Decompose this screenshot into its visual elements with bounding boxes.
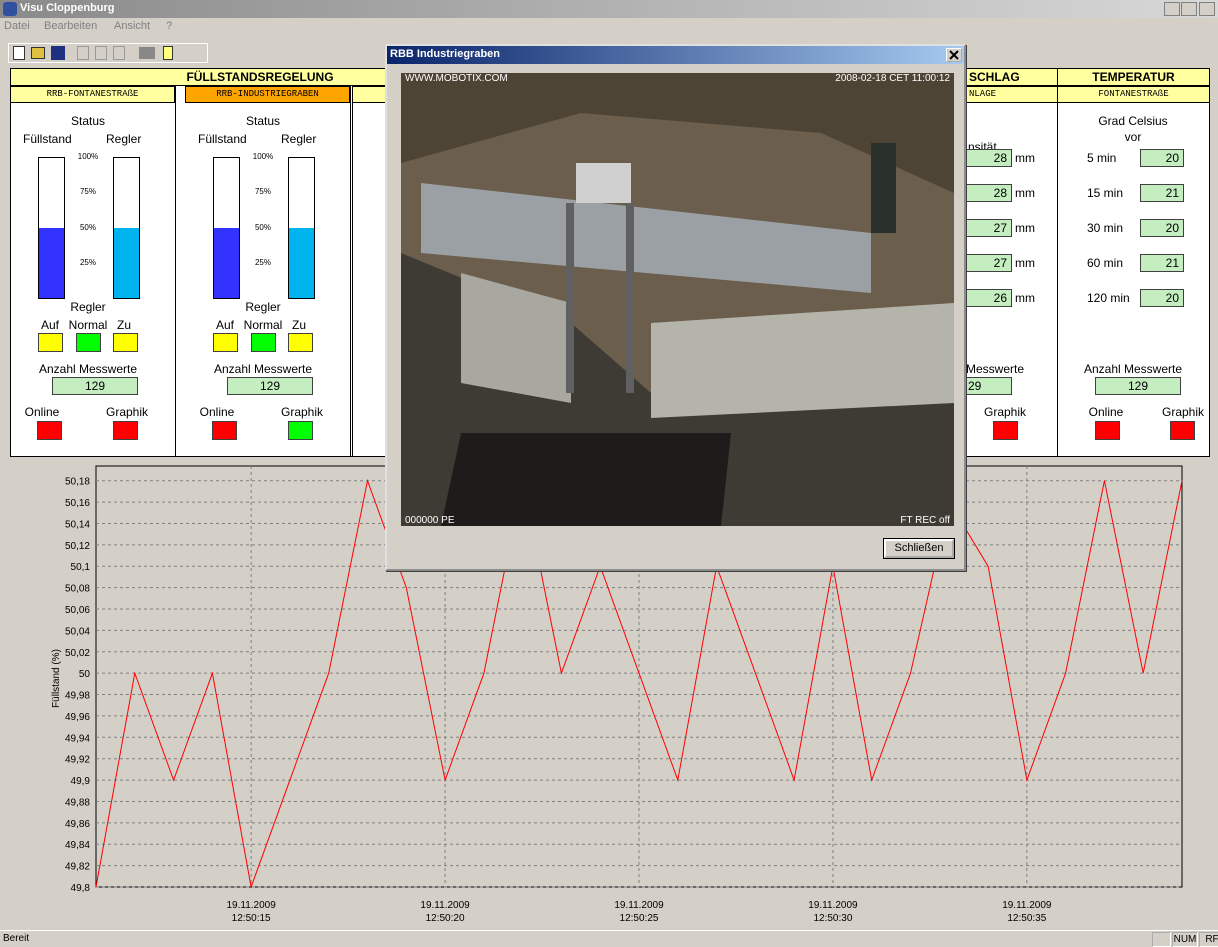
y-tick-label: 50 [79,669,91,680]
x-tick-label: 19.11.2009 [614,900,664,911]
status-indicator: NUM [1172,932,1198,947]
image-post-right [626,203,634,393]
y-tick-label: 50,06 [65,605,90,616]
y-tick-label: 50,12 [65,541,90,552]
y-tick-label: 50,08 [65,584,90,595]
y-tick-label: 49,9 [71,776,91,787]
y-tick-label: 49,86 [65,819,90,830]
x-tick-label: 12:50:35 [1007,913,1046,924]
y-tick-label: 49,94 [65,733,90,744]
y-tick-label: 49,88 [65,797,90,808]
image-water [441,433,731,526]
image-box [576,163,631,203]
y-axis-label: Füllstand (%) [51,649,62,708]
camera-overlay-url: WWW.MOBOTIX.COM [405,73,508,84]
y-tick-label: 50,16 [65,498,90,509]
y-tick-label: 50,1 [71,562,91,573]
camera-overlay-rec: FT REC off [900,515,950,526]
camera-dialog: RBB Industriegraben WWW.MOBOTIX.COM 2008… [385,44,966,571]
x-tick-label: 12:50:25 [620,913,659,924]
dialog-title: RBB Industriegraben [390,48,500,60]
x-tick-label: 19.11.2009 [808,900,858,911]
status-indicator: RF [1199,932,1218,947]
x-tick-label: 19.11.2009 [1002,900,1052,911]
status-text: Bereit [3,933,29,944]
close-icon [947,49,961,61]
y-tick-label: 49,96 [65,712,90,723]
dialog-close[interactable] [946,48,962,62]
x-tick-label: 12:50:30 [813,913,852,924]
image-cabinet [871,143,896,233]
y-tick-label: 50,14 [65,519,90,530]
camera-image: WWW.MOBOTIX.COM 2008-02-18 CET 11:00:12 … [401,73,954,526]
x-tick-label: 12:50:20 [426,913,465,924]
y-tick-label: 50,18 [65,477,90,488]
x-tick-label: 19.11.2009 [226,900,276,911]
y-tick-label: 50,04 [65,626,90,637]
y-tick-label: 49,98 [65,691,90,702]
camera-overlay-timestamp: 2008-02-18 CET 11:00:12 [835,73,950,84]
y-tick-label: 49,8 [71,883,91,894]
y-tick-label: 49,84 [65,840,90,851]
y-tick-label: 49,82 [65,862,90,873]
camera-overlay-frame: 000000 PE [405,515,455,526]
app-window: Visu Cloppenburg DateiBearbeitenAnsicht?… [0,0,1218,947]
status-pane [1152,932,1171,947]
x-tick-label: 12:50:15 [232,913,271,924]
image-wall-right [651,303,954,418]
y-tick-label: 50,02 [65,648,90,659]
y-tick-label: 49,92 [65,755,90,766]
x-tick-label: 19.11.2009 [420,900,470,911]
image-post-left [566,203,574,393]
close-dialog-button[interactable]: Schließen [884,539,954,558]
